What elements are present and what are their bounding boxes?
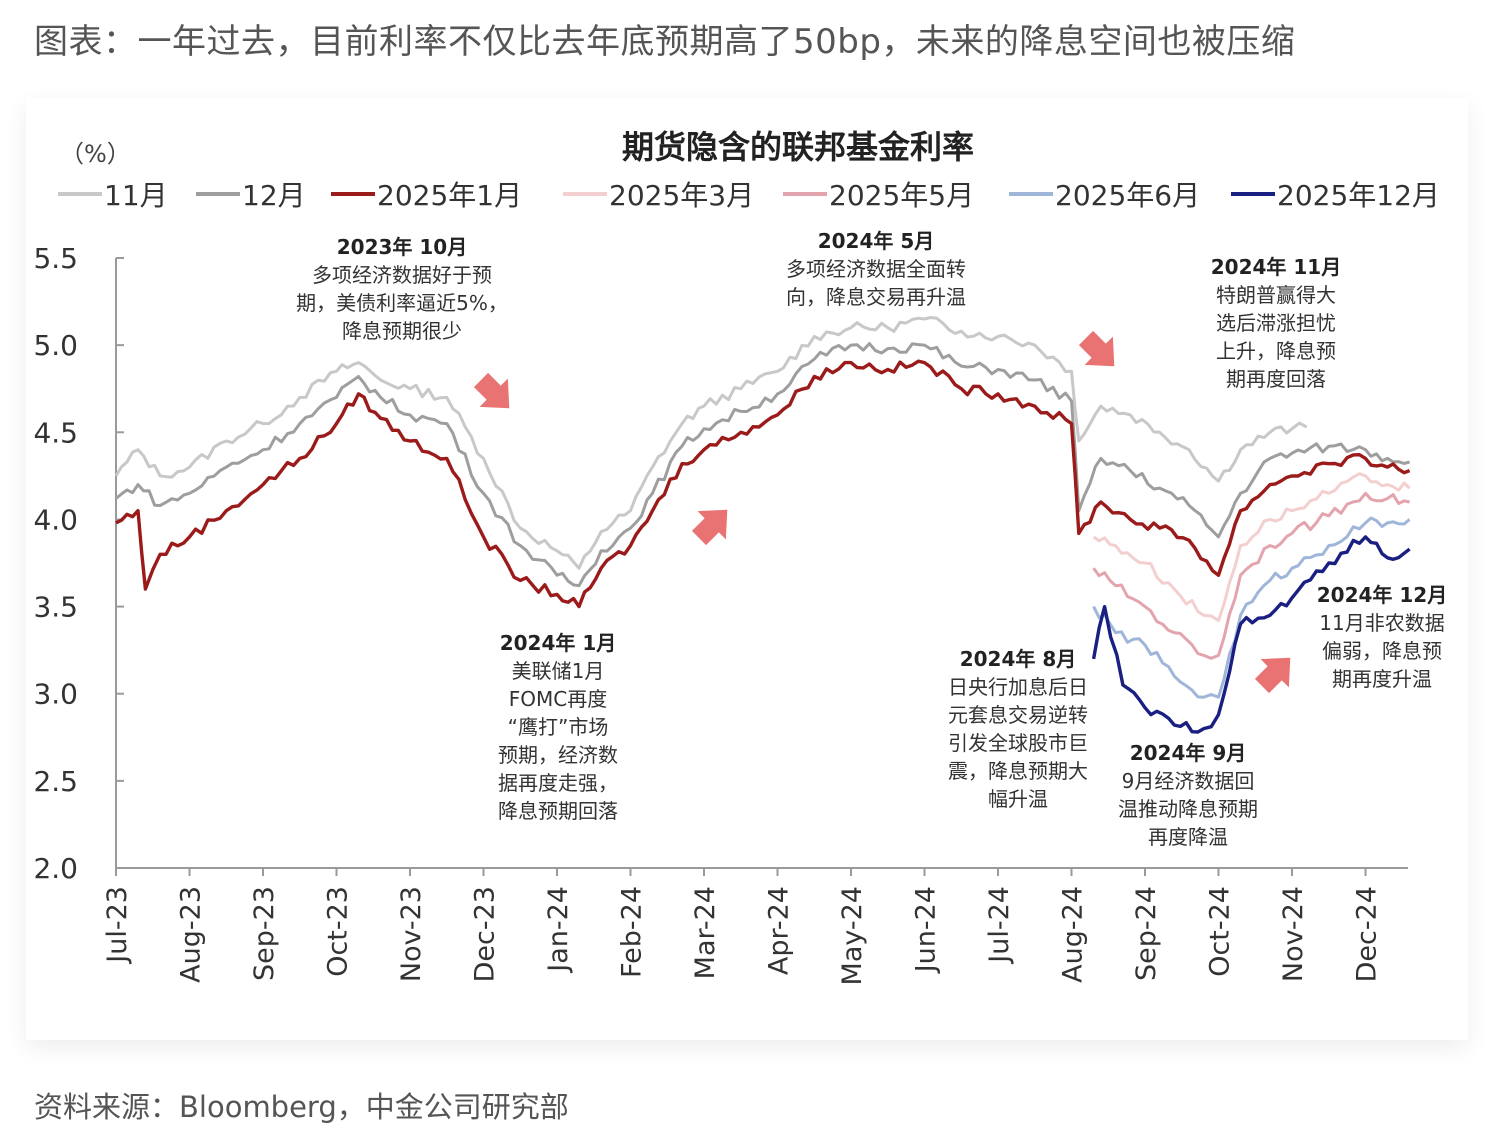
y-tick-label: 2.0 — [33, 852, 78, 885]
series-line — [1092, 516, 1411, 699]
chart-svg: 期货隐含的联邦基金利率 （%） 11月 12月 2025年1月 2025年3月 2025… — [33, 128, 1447, 985]
x-tick-label: Jun-24 — [911, 886, 942, 974]
y-tick-label: 5.5 — [33, 242, 78, 275]
annotation-line: 幅升温 — [988, 787, 1048, 811]
up-arrow-icon — [1254, 657, 1291, 694]
x-tick-label: Dec-24 — [1352, 886, 1383, 982]
annotation-title: 2024年 11月 — [1211, 255, 1341, 279]
source-note: 资料来源：Bloomberg，中金公司研究部 — [34, 1090, 569, 1124]
annotation-title: 2024年 12月 — [1317, 583, 1447, 607]
series-line — [1091, 535, 1411, 734]
series-line — [1092, 472, 1411, 622]
annotation-line: 震，降息预期大 — [948, 759, 1088, 783]
x-tick-label: Sep-23 — [249, 886, 280, 981]
arrow-shape — [691, 509, 728, 546]
y-tick-label: 2.5 — [33, 765, 78, 798]
legend-label: 2025年1月 — [377, 179, 522, 212]
x-tick-label: Oct-24 — [1205, 886, 1236, 977]
annotation-line: 多项经济数据好于预 — [312, 263, 492, 287]
annotation-line: 日央行加息后日 — [948, 675, 1088, 699]
legend-label: 2025年5月 — [829, 179, 974, 212]
series-line — [1092, 491, 1410, 660]
annotation-line: 温推动降息预期 — [1118, 797, 1258, 821]
down-arrow-icon — [473, 372, 510, 409]
legend-label: 2025年6月 — [1055, 179, 1200, 212]
annotation-line: 据再度走强， — [498, 771, 618, 795]
x-tick-label: Nov-23 — [396, 886, 427, 982]
legend-label: 11月 — [104, 179, 168, 212]
annotation-line: FOMC再度 — [509, 687, 607, 711]
y-tick-label: 4.0 — [33, 503, 78, 536]
up-arrow-icon — [691, 509, 728, 546]
x-tick-label: Nov-24 — [1278, 886, 1309, 982]
annotation-line: 选后滞涨担忧 — [1216, 311, 1336, 335]
annotation-arrows — [473, 330, 1291, 694]
annotation-line: 降息预期很少 — [342, 319, 462, 343]
x-tick-label: Dec-23 — [470, 886, 501, 982]
x-tick-label: Sep-24 — [1131, 886, 1162, 981]
annotation-title: 2023年 10月 — [337, 235, 467, 259]
y-axis-unit: （%） — [60, 140, 131, 168]
x-tick-label: Jan-24 — [543, 886, 574, 974]
page-title: 图表：一年过去，目前利率不仅比去年底预期高了50bp，未来的降息空间也被压缩 — [34, 22, 1296, 62]
chart-title: 期货隐含的联邦基金利率 — [622, 128, 974, 166]
x-tick-label: Jul-23 — [102, 886, 133, 965]
y-tick-label: 3.0 — [33, 678, 78, 711]
annotation-line: 偏弱，降息预 — [1322, 639, 1442, 663]
x-tick-label: Jul-24 — [984, 886, 1015, 965]
annotation-line: 多项经济数据全面转 — [786, 257, 966, 281]
annotation-title: 2024年 1月 — [500, 631, 617, 655]
annotation-line: 期再度回落 — [1226, 367, 1326, 391]
y-tick-label: 5.0 — [33, 329, 78, 362]
x-tick-label: Feb-24 — [617, 886, 648, 978]
annotation-line: 期再度升温 — [1332, 667, 1432, 691]
annotation-title: 2024年 5月 — [818, 229, 935, 253]
annotation-line: “鹰打”市场 — [508, 715, 609, 739]
annotation-line: 向，降息交易再升温 — [786, 285, 966, 309]
annotation-line: 11月非农数据 — [1319, 611, 1444, 635]
annotation-title: 2024年 8月 — [960, 647, 1077, 671]
chart-card: 期货隐含的联邦基金利率 （%） 11月 12月 2025年1月 2025年3月 2025… — [26, 98, 1468, 1040]
x-tick-label: May-24 — [837, 886, 868, 985]
x-tick-label: Apr-24 — [764, 886, 795, 975]
x-tick-label: Mar-24 — [690, 886, 721, 979]
arrow-shape — [1254, 657, 1291, 694]
x-tick-label: Aug-24 — [1058, 886, 1089, 983]
annotation-line: 预期，经济数 — [498, 743, 618, 767]
axes: 5.5 5.0 4.5 4.0 3.5 3.0 2.5 2.0 Jul-23 Aug-23 Sep-… — [33, 242, 1408, 985]
annotation-line: 降息预期回落 — [498, 799, 618, 823]
legend-label: 2025年12月 — [1277, 179, 1440, 212]
y-tick-label: 4.5 — [33, 416, 78, 449]
annotation-line: 特朗普赢得大 — [1216, 283, 1336, 307]
down-arrow-icon — [1078, 330, 1115, 367]
annotation-line: 再度降温 — [1148, 825, 1228, 849]
arrow-shape — [1078, 330, 1115, 367]
annotation-title: 2024年 9月 — [1130, 741, 1247, 765]
annotation-line: 期，美债利率逼近5%， — [296, 291, 508, 315]
x-tick-label: Aug-23 — [176, 886, 207, 983]
x-tick-label: Oct-23 — [323, 886, 354, 977]
series-line — [115, 359, 1411, 609]
series-group — [114, 316, 1411, 734]
legend: 11月 12月 2025年1月 2025年3月 2025年5月 2025年6月 2025年1… — [58, 179, 1440, 212]
annotation-line: 上升，降息预 — [1216, 339, 1336, 363]
series-line — [115, 342, 1411, 588]
annotation-line: 9月经济数据回 — [1122, 769, 1255, 793]
annotation-line: 美联储1月 — [512, 659, 605, 683]
arrow-shape — [473, 372, 510, 409]
legend-label: 2025年3月 — [609, 179, 754, 212]
annotation-line: 元套息交易逆转 — [948, 703, 1088, 727]
legend-label: 12月 — [242, 179, 306, 212]
annotation-line: 引发全球股市巨 — [948, 731, 1088, 755]
y-tick-label: 3.5 — [33, 591, 78, 624]
series-line — [114, 316, 1308, 570]
